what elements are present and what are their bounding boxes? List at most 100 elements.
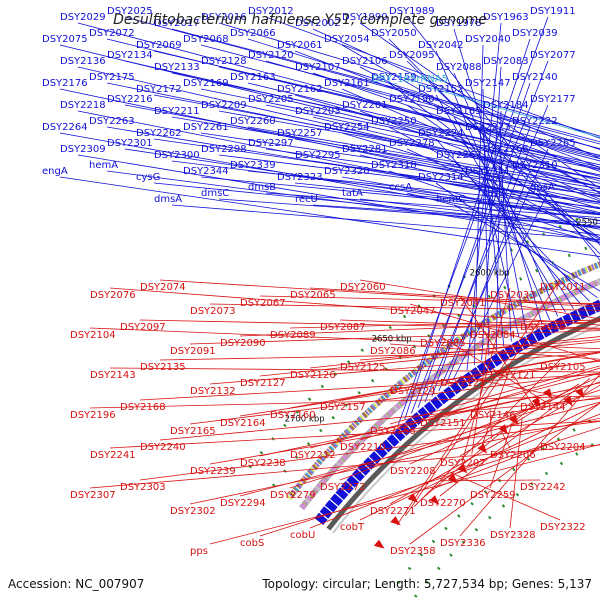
reverse-connector — [309, 372, 600, 449]
forward-connector — [466, 22, 502, 371]
forward-gene-label: DSY2050 — [371, 28, 417, 39]
forward-gene-label: DSY2222 — [512, 116, 558, 127]
reverse-connector — [159, 279, 600, 308]
reverse-connector — [209, 443, 600, 545]
forward-gene-label: DSY2257 — [277, 128, 323, 139]
forward-gene-label: DSY2002 — [295, 18, 341, 29]
reverse-gene-label: DSY2135 — [140, 362, 186, 373]
forward-gene-label: DSY2264 — [42, 122, 88, 133]
gene-labels: DSY1911DSY1963DSY1978DSY1989DSY1990DSY20… — [42, 6, 586, 557]
reverse-gene-label: DSY2126 — [290, 370, 336, 381]
tick-label: 2600 kbp — [470, 269, 510, 279]
forward-gene-label: DSY2169 — [183, 78, 229, 89]
reverse-gene-label: DSY2073 — [190, 306, 236, 317]
reverse-gene-label: DSY2242 — [520, 482, 566, 493]
forward-gene-label: DSY2224 — [418, 128, 464, 139]
reverse-gene-label: DSY2196 — [70, 410, 116, 421]
reverse-connector — [189, 417, 600, 505]
forward-gene-label: DSY2134 — [107, 50, 153, 61]
forward-gene-label: DSY2295 — [295, 150, 341, 161]
forward-gene-label: DSY2176 — [42, 78, 88, 89]
forward-connector — [171, 72, 600, 166]
forward-gene-label: DSY2120 — [248, 50, 294, 61]
reverse-gene-label: cobU — [290, 530, 315, 541]
forward-gene-label: DSY2075 — [42, 34, 88, 45]
forward-connector — [453, 204, 600, 292]
forward-gene-label: DSY2298 — [201, 144, 247, 155]
reverse-connector — [389, 365, 600, 425]
reverse-gene-label: DSY2041 — [440, 298, 486, 309]
forward-connector — [200, 176, 600, 216]
forward-connector — [77, 66, 600, 188]
reverse-connector — [89, 327, 600, 350]
forward-connector — [171, 160, 600, 215]
reverse-connector — [422, 399, 541, 499]
reverse-connector — [89, 395, 600, 409]
reverse-gene-label: DSY2011 — [540, 282, 586, 293]
forward-gene-label: DSY2083 — [483, 56, 529, 67]
reverse-connector — [489, 424, 513, 489]
reverse-arrow — [429, 495, 440, 505]
reverse-connector — [109, 367, 600, 373]
reverse-gene-label: DSY2238 — [240, 458, 286, 469]
forward-connector — [312, 204, 600, 224]
forward-gene-label: DSY1911 — [530, 6, 576, 17]
forward-connector — [482, 132, 505, 347]
reverse-gene-label: DSY2122 — [440, 378, 486, 389]
reverse-connector — [389, 384, 600, 505]
forward-connector — [106, 126, 600, 210]
reverse-gene-label: DSY2060 — [340, 282, 386, 293]
forward-gene-label: DSY2265 — [530, 138, 576, 149]
reverse-connector — [239, 321, 600, 337]
forward-connector — [265, 104, 600, 176]
reverse-connector — [139, 420, 600, 481]
reverse-connector — [501, 431, 511, 449]
reverse-gene-label: DSY2086 — [370, 346, 416, 357]
forward-gene-label: dmsC — [201, 188, 229, 199]
forward-connector — [200, 88, 600, 170]
reverse-arrow — [373, 539, 385, 549]
tick-label: 2700 kbp — [285, 415, 325, 425]
reverse-gene-label: DSY2144 — [520, 402, 566, 413]
reverse-arrow — [407, 493, 418, 503]
reverse-gene-label: DSY2204 — [540, 442, 586, 453]
reverse-connector — [409, 402, 600, 545]
reverse-arrow — [563, 395, 573, 407]
forward-gene-label: DSY2301 — [107, 138, 153, 149]
forward-gene-label: DSY2250 — [371, 116, 417, 127]
forward-connector — [406, 104, 600, 239]
forward-gene-label: DSY2339 — [230, 160, 276, 171]
genome-title: Desulfitobacterium hafniense Y51, comple… — [113, 12, 487, 28]
reverse-gene-label: DSY2124 — [390, 386, 436, 397]
reverse-gene-label: DSY2033 — [490, 290, 536, 301]
reverse-gene-label: cobT — [340, 522, 365, 533]
rna-gene-label: DSY_16SrRNA5 — [372, 74, 448, 85]
forward-gene-label: DSY2209 — [201, 100, 247, 111]
forward-connector — [265, 192, 600, 219]
reverse-connector — [339, 319, 600, 329]
reverse-connector — [159, 351, 600, 361]
backbone-arc — [326, 315, 600, 531]
forward-gene-label: DSY1989 — [389, 6, 435, 17]
forward-connector — [359, 198, 600, 228]
forward-connector — [59, 44, 600, 177]
reverse-gene-label: pps — [190, 546, 208, 557]
forward-gene-label: DSY2016 — [201, 12, 247, 23]
forward-connector — [265, 60, 600, 157]
forward-gene-label: cysG — [136, 172, 160, 183]
reverse-connector — [89, 444, 600, 489]
forward-connector — [500, 154, 512, 342]
forward-connector — [124, 104, 600, 195]
forward-gene-label: DSY2263 — [89, 116, 135, 127]
forward-connector — [218, 66, 600, 158]
reverse-gene-label: DSY2085 — [420, 338, 466, 349]
forward-connector — [359, 66, 600, 194]
reverse-gene-label: DSY2271 — [370, 506, 416, 517]
forward-gene-label: DSY2054 — [324, 34, 370, 45]
reverse-gene-label: DSY2121 — [490, 370, 536, 381]
forward-gene-label: DSY2297 — [248, 138, 294, 149]
reverse-gene-label: DSY2164 — [220, 418, 266, 429]
forward-connector — [171, 28, 600, 143]
reverse-gene-label: DSY2127 — [240, 378, 286, 389]
forward-connector — [218, 110, 600, 180]
